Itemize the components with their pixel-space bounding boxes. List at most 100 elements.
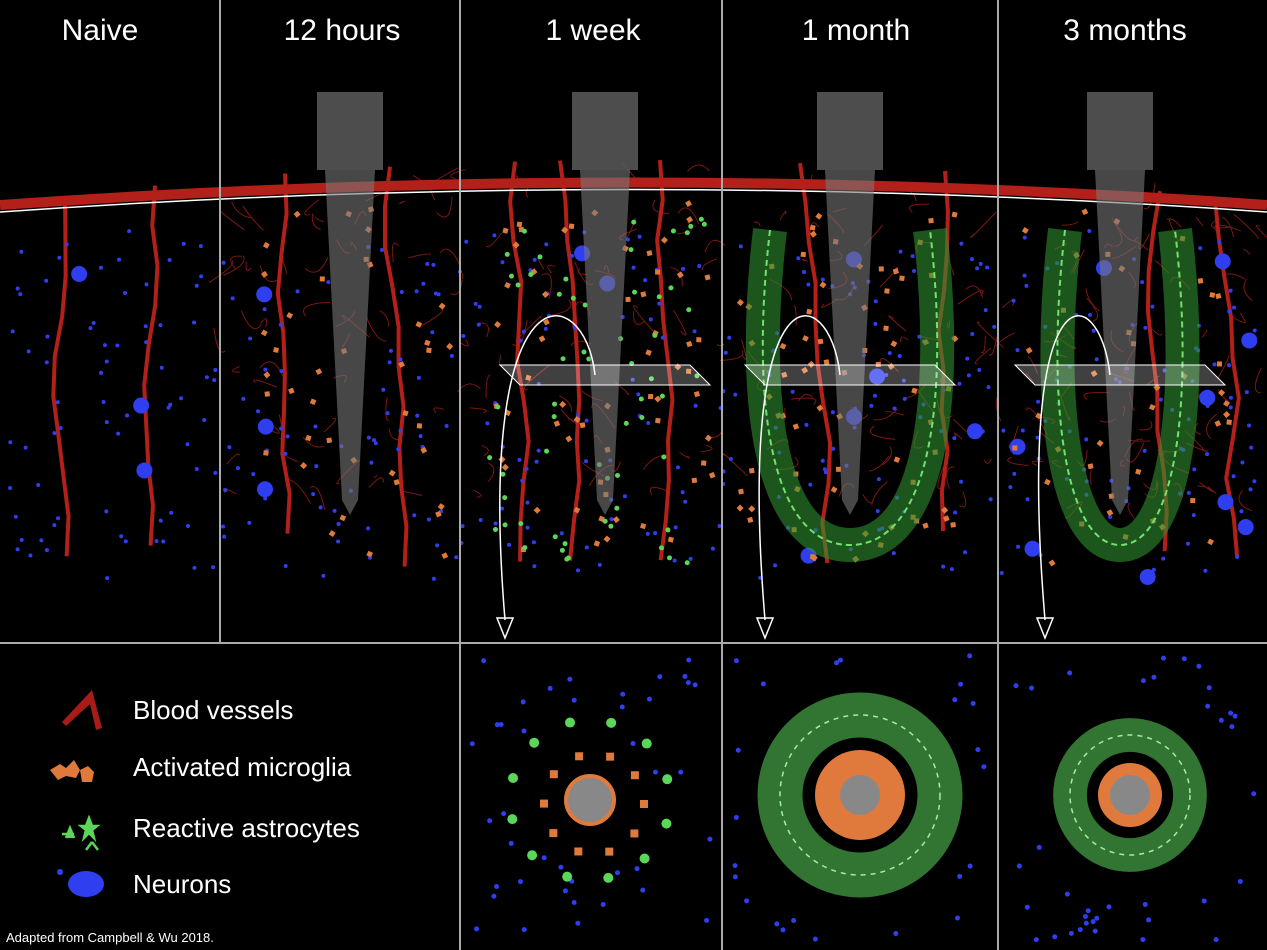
legend-label: Reactive astrocytes xyxy=(133,813,360,843)
neuron xyxy=(646,420,651,425)
neuron xyxy=(1012,450,1017,455)
neuron xyxy=(223,488,228,493)
microglia xyxy=(300,462,308,470)
neuron xyxy=(1143,325,1148,330)
neuron xyxy=(1151,674,1157,680)
neuron xyxy=(704,917,710,923)
neuron xyxy=(115,343,120,348)
neuron xyxy=(64,242,69,247)
neuron xyxy=(464,239,469,244)
microglia xyxy=(1096,439,1104,447)
astrocyte xyxy=(665,527,671,533)
capillary xyxy=(719,350,744,361)
astrocyte xyxy=(659,393,665,399)
microglia xyxy=(1190,497,1196,504)
neuron xyxy=(1094,915,1100,921)
neuron xyxy=(808,482,813,487)
microglia xyxy=(830,486,838,494)
legend-icon xyxy=(62,814,101,851)
neuron xyxy=(680,490,685,495)
astrocyte xyxy=(652,332,658,338)
neuron xyxy=(738,244,743,249)
astrocyte xyxy=(670,228,676,234)
neuron xyxy=(1201,898,1207,904)
microglia xyxy=(540,799,549,808)
neuron xyxy=(230,296,235,301)
capillary xyxy=(953,432,963,440)
neuron xyxy=(597,562,602,567)
neuron xyxy=(154,539,159,544)
neuron xyxy=(571,899,577,905)
astrocyte xyxy=(495,404,501,410)
capillary xyxy=(288,479,311,504)
astrocyte xyxy=(698,216,704,222)
neuron xyxy=(1198,246,1203,251)
neuron xyxy=(8,440,13,445)
neuron xyxy=(619,704,625,710)
neuron xyxy=(869,403,874,408)
neuron xyxy=(144,282,149,287)
microglia xyxy=(1048,559,1056,567)
neuron xyxy=(637,234,642,239)
astrocyte xyxy=(648,376,654,382)
capillary xyxy=(1206,413,1217,439)
neuron xyxy=(213,368,218,373)
neuron xyxy=(1203,568,1208,573)
neuron xyxy=(332,508,337,513)
neuron xyxy=(1191,513,1196,518)
neuron xyxy=(44,360,49,365)
neuron xyxy=(1206,685,1212,691)
neuron xyxy=(525,525,530,530)
probe-section xyxy=(564,774,616,826)
neuron xyxy=(636,392,641,397)
neuron xyxy=(248,336,253,341)
neuron xyxy=(965,356,970,361)
microglia xyxy=(1216,361,1223,367)
arrowhead xyxy=(495,617,515,641)
microglia xyxy=(646,250,653,257)
neuron xyxy=(179,396,184,401)
astrocyte xyxy=(515,282,521,288)
neuron xyxy=(116,431,121,436)
astrocyte xyxy=(614,505,620,511)
neuron xyxy=(941,564,946,569)
neuron xyxy=(652,769,658,775)
microglia xyxy=(660,236,668,244)
neuron xyxy=(158,323,163,328)
capillary xyxy=(869,425,896,440)
neuron xyxy=(415,413,420,418)
neuron xyxy=(600,902,606,908)
neuron xyxy=(52,431,57,436)
neuron xyxy=(256,286,273,303)
capillary xyxy=(704,239,726,253)
microglia xyxy=(1209,292,1216,298)
capillary xyxy=(791,397,817,405)
capillary xyxy=(1239,312,1246,323)
microglia xyxy=(823,359,830,366)
microglia xyxy=(393,479,400,486)
neuron xyxy=(1087,312,1092,317)
neuron xyxy=(688,556,693,561)
probe-head xyxy=(817,92,883,170)
neuron xyxy=(1036,399,1041,404)
neuron xyxy=(398,428,403,433)
neuron xyxy=(1231,474,1236,479)
capillary xyxy=(469,407,488,414)
capillary xyxy=(995,396,1002,422)
capillary xyxy=(701,258,718,271)
microglia xyxy=(553,420,561,427)
neuron xyxy=(521,329,526,334)
neuron xyxy=(558,864,564,870)
neuron xyxy=(873,321,878,326)
neuron xyxy=(167,258,172,263)
capillary xyxy=(1216,355,1230,380)
neuron xyxy=(717,524,722,529)
capillary xyxy=(459,339,469,347)
neuron xyxy=(366,526,371,531)
neuron xyxy=(572,325,577,330)
neuron xyxy=(1217,494,1234,511)
neuron xyxy=(978,261,983,266)
capillary xyxy=(652,199,669,214)
capillary xyxy=(399,200,406,205)
legend-icon xyxy=(57,869,63,875)
